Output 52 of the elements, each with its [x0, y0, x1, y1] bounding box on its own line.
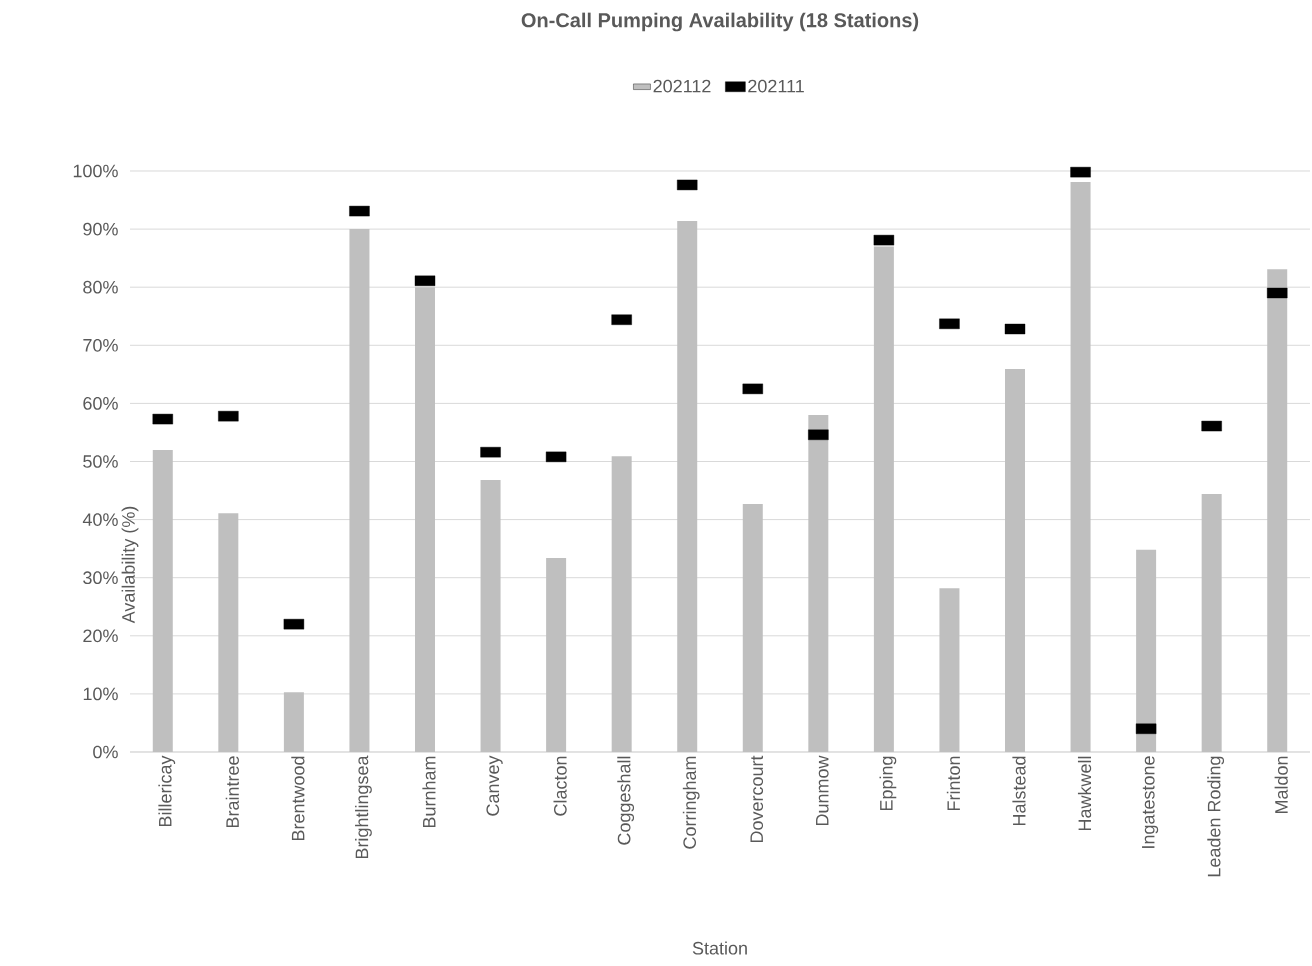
legend-label: 202112: [653, 79, 711, 93]
y-axis-title: Availability (%): [121, 506, 139, 624]
bar: [480, 480, 501, 752]
bar: [1136, 549, 1157, 752]
x-tick-label: Maldon: [1274, 756, 1288, 814]
legend-label: 202111: [748, 79, 804, 93]
x-tick-label: Clacton: [553, 756, 567, 816]
x-tick-label: Dunmow: [816, 755, 829, 826]
bar: [1005, 369, 1025, 752]
y-tick-label: 40%: [82, 513, 118, 526]
bar: [873, 246, 894, 752]
y-tick-label: 10%: [83, 687, 118, 701]
x-tick-label: Burnham: [422, 756, 436, 828]
x-tick-label: Coggeshall: [617, 756, 635, 845]
y-tick-label: 0%: [93, 745, 118, 759]
y-tick-label: 100%: [73, 164, 118, 178]
bar: [939, 588, 960, 752]
bar: [283, 692, 304, 752]
x-tick-label: Dovercourt: [750, 755, 764, 843]
bar: [742, 503, 763, 752]
bar: [677, 220, 698, 752]
y-tick-label: 60%: [83, 397, 118, 410]
bar: [218, 513, 239, 752]
bar: [349, 229, 370, 752]
y-tick-label: 80%: [83, 280, 118, 294]
bar: [152, 449, 173, 752]
y-tick-label: 20%: [83, 629, 118, 643]
bar: [1201, 494, 1222, 752]
x-tick-label: Leaden Roding: [1207, 756, 1225, 877]
x-tick-label: Billericay: [158, 755, 176, 827]
x-tick-label: Hawkwell: [1077, 756, 1092, 831]
bar: [1070, 182, 1091, 752]
x-tick-label: Ingatestone: [1142, 756, 1159, 848]
bar: [1267, 269, 1288, 752]
x-tick-label: Frinton: [946, 756, 961, 811]
x-tick-label: Braintree: [225, 756, 239, 828]
y-tick-label: 70%: [83, 338, 118, 352]
x-tick-label: Canvey: [486, 755, 503, 816]
x-axis-title: Station: [692, 941, 747, 955]
y-tick-label: 90%: [83, 222, 118, 236]
x-tick-label: Epping: [879, 756, 897, 811]
bar: [546, 557, 567, 752]
y-tick-label: 30%: [83, 571, 118, 585]
x-tick-label: Halstead: [1012, 756, 1026, 826]
x-tick-label: Brentwood: [291, 756, 305, 841]
bar: [611, 456, 632, 752]
x-tick-label: Corringham: [682, 756, 700, 849]
bar: [808, 415, 829, 752]
x-tick-label: Brightlingsea: [355, 755, 372, 859]
y-tick-label: 50%: [83, 455, 118, 468]
chart-title: On-Call Pumping Availability (18 Stations): [521, 12, 919, 32]
bar: [415, 287, 435, 752]
